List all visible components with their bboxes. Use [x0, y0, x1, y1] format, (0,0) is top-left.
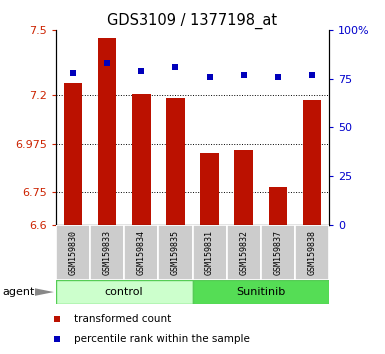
Bar [200, 153, 219, 225]
Bar [192, 280, 329, 304]
Bar [132, 94, 151, 225]
Bar [158, 225, 192, 280]
Polygon shape [35, 288, 54, 296]
Text: GSM159837: GSM159837 [273, 230, 283, 275]
Text: Sunitinib: Sunitinib [236, 287, 285, 297]
Text: GSM159830: GSM159830 [69, 230, 77, 275]
Point [54, 316, 60, 321]
Point [241, 72, 247, 78]
Bar [166, 98, 185, 225]
Text: agent: agent [2, 287, 34, 297]
Bar [261, 225, 295, 280]
Point [104, 60, 110, 66]
Point [138, 68, 144, 74]
Bar [303, 101, 321, 225]
Bar [90, 225, 124, 280]
Bar [268, 187, 287, 225]
Text: percentile rank within the sample: percentile rank within the sample [74, 334, 250, 344]
Bar [64, 83, 82, 225]
Bar [295, 225, 329, 280]
Point [172, 64, 179, 70]
Text: transformed count: transformed count [74, 314, 171, 324]
Bar [192, 225, 227, 280]
Text: control: control [105, 287, 144, 297]
Bar [98, 38, 117, 225]
Text: GSM159831: GSM159831 [205, 230, 214, 275]
Point [54, 336, 60, 342]
Text: GSM159834: GSM159834 [137, 230, 146, 275]
Bar [124, 225, 158, 280]
Text: GSM159838: GSM159838 [308, 230, 316, 275]
Text: GSM159835: GSM159835 [171, 230, 180, 275]
Bar [234, 150, 253, 225]
Point [275, 74, 281, 80]
Bar [227, 225, 261, 280]
Point [309, 72, 315, 78]
Bar [56, 225, 90, 280]
Text: GDS3109 / 1377198_at: GDS3109 / 1377198_at [107, 12, 278, 29]
Point [70, 70, 76, 76]
Bar [56, 280, 192, 304]
Point [206, 74, 213, 80]
Text: GSM159832: GSM159832 [239, 230, 248, 275]
Text: GSM159833: GSM159833 [102, 230, 112, 275]
